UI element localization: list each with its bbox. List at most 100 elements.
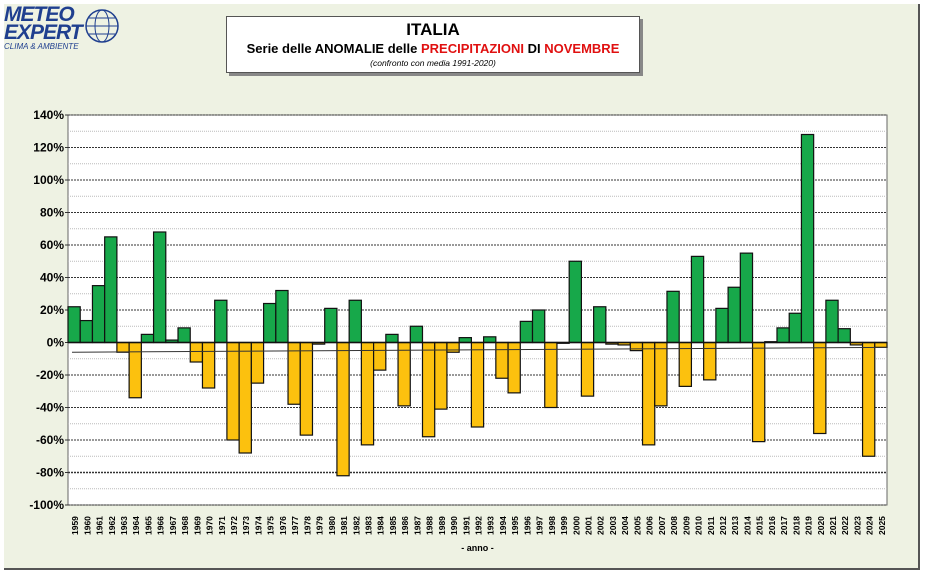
- chart-subtitle: Serie delle ANOMALIE delle PRECIPITAZION…: [227, 41, 639, 56]
- bar-2012: [715, 307, 729, 344]
- bar-2000: [568, 260, 583, 344]
- x-tick-label: 1977: [290, 516, 300, 535]
- x-tick-label: 2025: [877, 516, 887, 535]
- x-tick-label: 1984: [376, 516, 386, 535]
- x-tick-label: 2012: [718, 516, 728, 535]
- x-tick-label: 1993: [486, 516, 496, 535]
- x-tick-label: 2021: [828, 516, 838, 535]
- trend-line: [71, 346, 888, 353]
- bar-1965: [140, 333, 155, 344]
- x-tick-label: 1988: [425, 516, 435, 535]
- subtitle-di: DI: [524, 41, 545, 56]
- bar-2010: [690, 255, 705, 344]
- x-tick-label: 1999: [559, 516, 569, 535]
- y-tick-label: 140%: [33, 108, 64, 122]
- x-tick-label: 1998: [547, 516, 557, 535]
- y-tick-label: -40%: [36, 401, 64, 415]
- x-tick-label: 1969: [192, 516, 202, 535]
- bar-1990: [446, 341, 460, 353]
- logo-line2: EXPERT: [4, 21, 83, 44]
- y-tick-label: 20%: [40, 303, 64, 317]
- bar-2017: [776, 327, 790, 344]
- x-tick-label: 1962: [107, 516, 117, 535]
- x-tick-label: 1973: [241, 516, 251, 535]
- x-tick-label: 1989: [437, 516, 447, 535]
- y-tick-label: 60%: [40, 238, 64, 252]
- x-tick-label: 1987: [412, 516, 422, 535]
- bar-2018: [788, 312, 803, 344]
- x-tick-label: 1994: [498, 516, 508, 535]
- bar-1962: [104, 236, 118, 344]
- bar-1963: [116, 341, 130, 353]
- x-tick-label: 1963: [119, 516, 129, 535]
- bar-2002: [593, 306, 607, 344]
- x-tick-label: 1976: [278, 516, 288, 535]
- bar-2015: [751, 341, 766, 443]
- x-tick-label: 2024: [865, 516, 875, 535]
- subtitle-text: Serie delle ANOMALIE delle: [246, 41, 421, 56]
- x-tick-label: 1972: [229, 516, 239, 535]
- x-tick-label: 1980: [327, 516, 337, 535]
- bar-1978: [299, 341, 314, 436]
- bar-2019: [800, 133, 815, 344]
- x-tick-label: 1974: [253, 516, 263, 535]
- x-tick-label: 2014: [742, 516, 752, 535]
- x-tick-label: 2011: [706, 516, 716, 535]
- x-tick-label: 1970: [205, 516, 215, 535]
- bar-1983: [360, 341, 375, 446]
- x-tick-label: 2000: [571, 516, 581, 535]
- x-tick-label: 2006: [645, 516, 655, 535]
- x-tick-label: 1965: [143, 516, 153, 535]
- x-tick-label: 2020: [816, 516, 826, 535]
- y-tick-label: 120%: [33, 141, 64, 155]
- bar-1972: [226, 341, 240, 441]
- x-tick-label: 2019: [804, 516, 814, 535]
- x-tick-label: 1975: [266, 516, 276, 535]
- x-tick-label: 1986: [400, 516, 410, 535]
- bar-1971: [214, 299, 228, 344]
- meteo-expert-logo: METEO EXPERT CLIMA & AMBIENTE: [4, 3, 124, 51]
- x-tick-label: 1990: [449, 516, 459, 535]
- x-tick-label: 1971: [217, 516, 227, 535]
- x-tick-label: 2017: [779, 516, 789, 535]
- bar-1985: [385, 333, 399, 344]
- x-tick-label: 1981: [339, 516, 349, 535]
- bar-1970: [201, 341, 216, 389]
- x-tick-label: 1967: [168, 516, 178, 535]
- y-tick-label: 100%: [33, 173, 64, 187]
- bar-2008: [666, 290, 680, 344]
- x-tick-label: 2007: [657, 516, 667, 535]
- bar-2014: [739, 252, 754, 344]
- bar-2021: [825, 299, 839, 344]
- x-tick-label: 1966: [156, 516, 166, 535]
- bar-1960: [79, 319, 94, 344]
- chart-title: ITALIA: [406, 20, 460, 39]
- x-tick-label: 1985: [388, 516, 398, 535]
- y-tick-label: -60%: [36, 433, 64, 447]
- x-axis-label: - anno -: [461, 543, 494, 553]
- bar-2013: [727, 286, 741, 344]
- bar-1994: [495, 341, 509, 379]
- x-tick-label: 2004: [620, 516, 630, 535]
- logo-line1: METEO: [4, 3, 75, 26]
- bar-1997: [531, 309, 546, 344]
- x-tick-label: 2002: [596, 516, 606, 535]
- x-tick-label: 1964: [131, 516, 141, 535]
- bar-1989: [434, 341, 448, 410]
- bar-1973: [238, 341, 252, 454]
- x-tick-label: 2001: [584, 516, 594, 535]
- bar-1987: [409, 325, 424, 344]
- x-tick-label: 1992: [474, 516, 484, 535]
- bar-2001: [580, 341, 595, 397]
- chart-note: (confronto con media 1991-2020): [370, 58, 496, 68]
- x-tick-label: 1960: [82, 516, 92, 535]
- bar-2005: [629, 341, 644, 352]
- bar-2007: [654, 341, 668, 407]
- x-tick-label: 2016: [767, 516, 777, 535]
- x-tick-label: 2023: [852, 516, 862, 535]
- x-tick-label: 2022: [840, 516, 850, 535]
- bar-1992: [470, 341, 485, 428]
- x-tick-label: 1968: [180, 516, 190, 535]
- bar-1977: [287, 341, 301, 405]
